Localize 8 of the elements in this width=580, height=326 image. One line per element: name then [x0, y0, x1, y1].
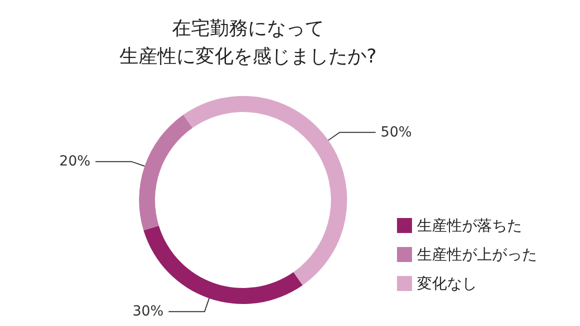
- legend-label: 生産性が落ちた: [417, 216, 522, 234]
- legend-label: 変化なし: [417, 274, 477, 292]
- data-label: 30%: [132, 304, 164, 320]
- chart-subtitle: 生産性に変化を感じましたか?: [119, 46, 377, 68]
- data-label: 20%: [59, 154, 90, 170]
- data-label: 50%: [380, 124, 412, 140]
- legend-label: 生産性が上がった: [417, 246, 537, 264]
- chart-title: 在宅勤務になって: [172, 18, 324, 40]
